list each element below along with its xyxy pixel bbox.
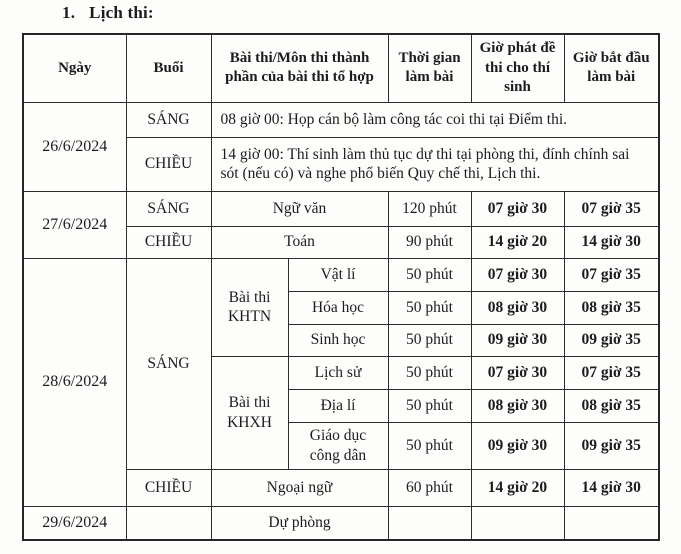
header-date: Ngày xyxy=(22,33,127,103)
session-cell-27-morning: SÁNG xyxy=(125,190,212,227)
start-cell-ngu-van: 07 giờ 35 xyxy=(563,190,660,227)
page-title: 1. Lịch thi: xyxy=(62,3,154,23)
header-start-time: Giờ bắt đầu làm bài xyxy=(563,33,660,103)
row-26-afternoon: CHIỀU 14 giờ 00: Thí sinh làm thủ tục dự… xyxy=(23,136,660,192)
subject-cell-dia-li: Địa lí xyxy=(287,388,389,423)
start-cell-sinh-hoc: 09 giờ 35 xyxy=(563,323,660,357)
activity-cell-26-afternoon: 14 giờ 00: Thí sinh làm thủ tục dự thi t… xyxy=(210,136,660,192)
start-cell-toan: 14 giờ 30 xyxy=(563,225,660,259)
duration-cell-sinh-hoc: 50 phút xyxy=(387,323,472,357)
session-cell-29 xyxy=(125,505,212,541)
group-cell-khxh: Bài thi KHXH xyxy=(210,355,289,470)
subject-cell-sinh-hoc: Sinh học xyxy=(287,323,389,357)
title-number: 1. xyxy=(62,3,76,22)
handout-cell-29 xyxy=(470,505,565,541)
duration-cell-toan: 90 phút xyxy=(387,225,472,259)
handout-cell-vat-li: 07 giờ 30 xyxy=(470,257,565,292)
duration-cell-vat-li: 50 phút xyxy=(387,257,472,292)
subject-cell-gdcd: Giáo dục công dân xyxy=(287,421,389,470)
header-duration: Thời gian làm bài xyxy=(387,33,472,103)
duration-cell-ngoai-ngu: 60 phút xyxy=(387,468,472,507)
session-cell-26-afternoon: CHIỀU xyxy=(125,136,212,192)
session-cell-27-afternoon: CHIỀU xyxy=(125,225,212,259)
start-cell-dia-li: 08 giờ 35 xyxy=(563,388,660,423)
subject-cell-du-phong: Dự phòng xyxy=(210,505,389,541)
row-28-afternoon: CHIỀU Ngoại ngữ 60 phút 14 giờ 20 14 giờ… xyxy=(23,468,660,507)
handout-cell-ngoai-ngu: 14 giờ 20 xyxy=(470,468,565,507)
start-cell-vat-li: 07 giờ 35 xyxy=(563,257,660,292)
handout-cell-toan: 14 giờ 20 xyxy=(470,225,565,259)
start-cell-lich-su: 07 giờ 35 xyxy=(563,355,660,390)
title-text: Lịch thi: xyxy=(89,3,154,22)
duration-cell-dia-li: 50 phút xyxy=(387,388,472,423)
start-cell-ngoai-ngu: 14 giờ 30 xyxy=(563,468,660,507)
row-28-vat-li: 28/6/2024 SÁNG Bài thi KHTN Vật lí 50 ph… xyxy=(22,257,660,507)
date-cell-28-6: 28/6/2024 xyxy=(22,257,127,507)
row-28-lich-su: Bài thi KHXH Lịch sử 50 phút 07 giờ 30 0… xyxy=(23,355,660,470)
start-cell-gdcd: 09 giờ 35 xyxy=(563,421,660,470)
duration-cell-ngu-van: 120 phút xyxy=(387,190,472,227)
date-cell-27-6: 27/6/2024 xyxy=(22,190,127,259)
date-cell-26-6: 26/6/2024 xyxy=(22,101,127,192)
start-cell-hoa-hoc: 08 giờ 35 xyxy=(563,290,660,325)
session-cell-26-morning: SÁNG xyxy=(125,101,212,138)
row-28-gdcd: Giáo dục công dân 50 phút 09 giờ 30 09 g… xyxy=(23,421,660,470)
duration-cell-hoa-hoc: 50 phút xyxy=(387,290,472,325)
handout-cell-dia-li: 08 giờ 30 xyxy=(470,388,565,423)
start-cell-29 xyxy=(563,505,660,541)
row-27-afternoon: CHIỀU Toán 90 phút 14 giờ 20 14 giờ 30 xyxy=(23,225,660,259)
subject-cell-toan: Toán xyxy=(210,225,389,259)
duration-cell-29 xyxy=(387,505,472,541)
header-row: Ngày Buổi Bài thi/Môn thi thành phần của… xyxy=(22,33,660,103)
date-cell-29-6: 29/6/2024 xyxy=(22,505,127,541)
row-26-morning: 26/6/2024 SÁNG 08 giờ 00: Họp cán bộ làm… xyxy=(22,101,660,192)
session-cell-28-afternoon: CHIỀU xyxy=(125,468,212,507)
duration-cell-gdcd: 50 phút xyxy=(387,421,472,470)
subject-cell-vat-li: Vật lí xyxy=(287,257,389,292)
session-cell-28-morning: SÁNG xyxy=(125,257,212,470)
row-27-morning: 27/6/2024 SÁNG Ngữ văn 120 phút 07 giờ 3… xyxy=(22,190,660,259)
subject-cell-ngu-van: Ngữ văn xyxy=(210,190,389,227)
handout-cell-ngu-van: 07 giờ 30 xyxy=(470,190,565,227)
header-subject: Bài thi/Môn thi thành phần của bài thi t… xyxy=(210,33,389,103)
handout-cell-hoa-hoc: 08 giờ 30 xyxy=(470,290,565,325)
row-29-reserve: 29/6/2024 Dự phòng xyxy=(22,505,660,541)
subject-cell-ngoai-ngu: Ngoại ngữ xyxy=(210,468,389,507)
activity-cell-26-morning: 08 giờ 00: Họp cán bộ làm công tác coi t… xyxy=(210,101,660,138)
duration-cell-lich-su: 50 phút xyxy=(387,355,472,390)
header-handout-time: Giờ phát đề thi cho thí sinh xyxy=(470,33,565,103)
header-session: Buổi xyxy=(125,33,212,103)
handout-cell-gdcd: 09 giờ 30 xyxy=(470,421,565,470)
group-cell-khtn: Bài thi KHTN xyxy=(210,257,289,357)
subject-cell-hoa-hoc: Hóa học xyxy=(287,290,389,325)
subject-cell-lich-su: Lịch sử xyxy=(287,355,389,390)
exam-schedule-table: Ngày Buổi Bài thi/Môn thi thành phần của… xyxy=(22,33,660,541)
handout-cell-lich-su: 07 giờ 30 xyxy=(470,355,565,390)
handout-cell-sinh-hoc: 09 giờ 30 xyxy=(470,323,565,357)
